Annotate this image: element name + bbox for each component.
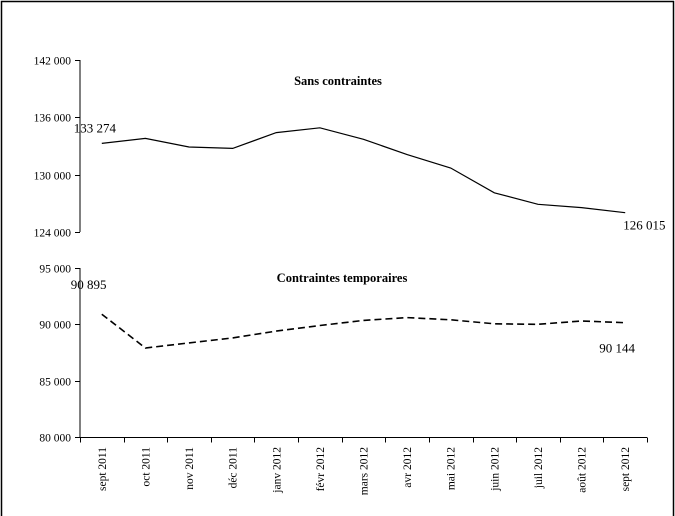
data-label-top: 126 015 xyxy=(623,218,665,233)
y-tick-label-top: 136 000 xyxy=(34,113,72,125)
data-label-bottom: 90 895 xyxy=(71,277,107,292)
x-tick-label: sept 2012 xyxy=(620,447,632,492)
x-tick-label: oct 2011 xyxy=(140,447,152,487)
x-tick-label: janv 2012 xyxy=(271,447,283,494)
y-tick-label-top: 142 000 xyxy=(34,56,72,68)
x-tick-label: juil 2012 xyxy=(533,447,545,489)
x-tick-label: févr 2012 xyxy=(315,447,327,492)
top-panel: 124 000 130 000 136 000 142 000 133 274 126 0… xyxy=(34,56,666,240)
y-tick-label-top: 124 000 xyxy=(34,228,72,240)
y-tick-label-bottom: 85 000 xyxy=(39,377,71,389)
x-tick-label: août 2012 xyxy=(577,447,589,493)
data-label-top: 133 274 xyxy=(74,120,117,135)
x-tick-label: juin 2012 xyxy=(489,447,501,492)
bottom-panel-title: Contraintes temporaires xyxy=(277,271,408,285)
x-tick-label: nov 2011 xyxy=(184,447,196,490)
x-tick-label: mai 2012 xyxy=(446,447,458,490)
series-line-top xyxy=(101,127,626,214)
y-tick-label-bottom: 90 000 xyxy=(39,320,71,332)
y-tick-label-top: 130 000 xyxy=(34,171,72,183)
top-panel-title: Sans contraintes xyxy=(294,74,382,88)
x-tick-label: mars 2012 xyxy=(359,447,371,495)
y-tick-label-bottom: 80 000 xyxy=(39,433,71,445)
x-tick-label: avr 2012 xyxy=(402,447,414,488)
x-axis: sept 2011 oct 2011 nov 2011 déc 2011 janv 20… xyxy=(80,437,648,495)
y-tick-label-bottom: 95 000 xyxy=(39,264,71,276)
x-tick-label: déc 2011 xyxy=(228,447,240,489)
x-tick-label: sept 2011 xyxy=(97,447,109,491)
series-line-bottom xyxy=(101,313,626,349)
data-label-bottom: 90 144 xyxy=(599,341,635,356)
